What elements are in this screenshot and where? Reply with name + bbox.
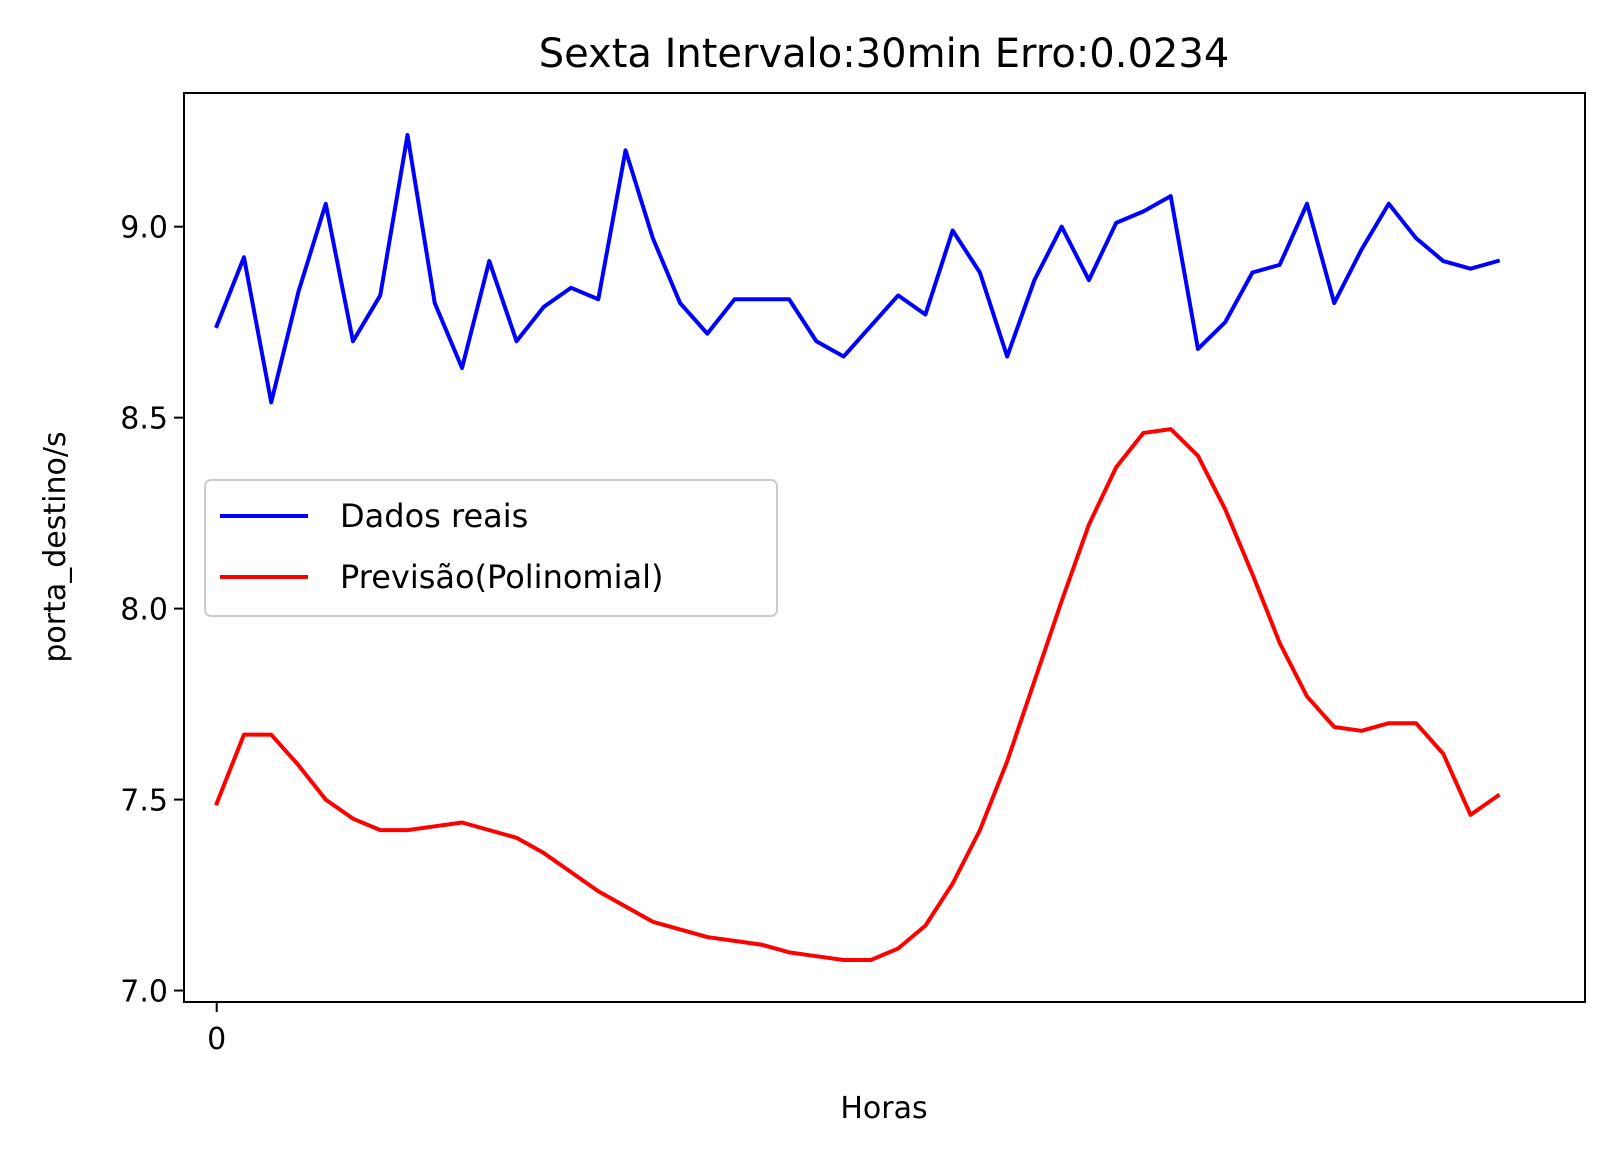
y-axis: 7.0 7.5 8.0 8.5 9.0: [120, 211, 184, 1010]
plot-marks: [214, 133, 1501, 962]
legend-label-previsao: Previsão(Polinomial): [340, 558, 663, 596]
y-tick-label: 7.0: [120, 975, 168, 1010]
x-axis: 0: [207, 1002, 226, 1057]
legend: Dados reais Previsão(Polinomial): [204, 479, 778, 617]
x-tick-label: 0: [207, 1022, 226, 1057]
legend-box: [204, 479, 778, 617]
legend-label-dados-reais: Dados reais: [340, 497, 528, 535]
y-tick-label: 7.5: [120, 784, 168, 819]
x-axis-label: Horas: [840, 1091, 927, 1126]
y-tick-label: 9.0: [120, 211, 168, 246]
series-line-1: [214, 427, 1501, 962]
series-line-0: [214, 133, 1501, 405]
chart-title: Sexta Intervalo:30min Erro:0.0234: [539, 31, 1230, 77]
y-tick-label: 8.0: [120, 593, 168, 628]
plot-frame: [183, 92, 1586, 1003]
y-tick-label: 8.5: [120, 402, 168, 437]
y-axis-label: porta_destino/s: [38, 431, 73, 662]
